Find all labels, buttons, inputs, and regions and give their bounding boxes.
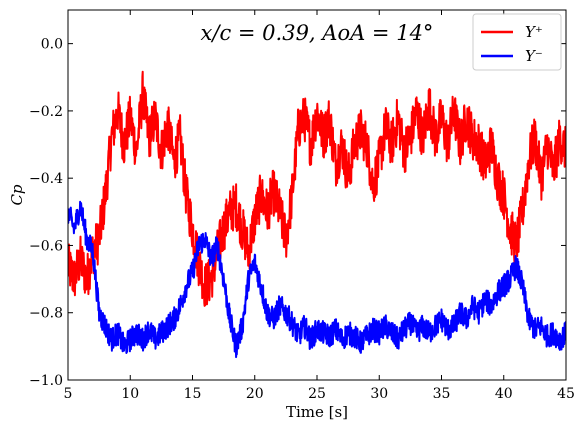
x-tick-label: 35 [433, 386, 451, 402]
legend: Y⁺ Y⁻ [472, 13, 562, 71]
x-tick-label: 5 [64, 386, 73, 402]
y-axis: 0.0 −0.2 −0.4 −0.6 −0.8 −1.0 [29, 37, 566, 389]
y-tick-label: −0.6 [29, 238, 63, 254]
x-tick-label: 45 [557, 386, 575, 402]
x-tick-label: 25 [308, 386, 326, 402]
x-tick-label: 20 [246, 386, 264, 402]
series-line-y-minus [68, 200, 566, 359]
x-axis-label: Time [s] [286, 403, 348, 421]
y-tick-label: −0.4 [29, 171, 63, 187]
legend-label: Y⁺ [525, 23, 543, 41]
y-tick-label: −0.8 [29, 306, 63, 322]
x-tick-label: 40 [495, 386, 513, 402]
series-layer [68, 70, 566, 359]
x-tick-label: 15 [184, 386, 202, 402]
y-tick-label: 0.0 [41, 37, 63, 53]
y-tick-label: −1.0 [29, 373, 63, 389]
y-axis-label: Cp [8, 184, 26, 205]
legend-box [472, 13, 562, 71]
chart-title: x/c = 0.39, AoA = 14° [201, 21, 434, 45]
series-line-y-plus [68, 70, 566, 307]
y-tick-label: −0.2 [29, 104, 63, 120]
legend-label: Y⁻ [525, 47, 543, 65]
x-axis: 5 10 15 20 25 30 35 40 45 [64, 10, 575, 402]
x-tick-label: 30 [370, 386, 388, 402]
x-tick-label: 10 [121, 386, 139, 402]
